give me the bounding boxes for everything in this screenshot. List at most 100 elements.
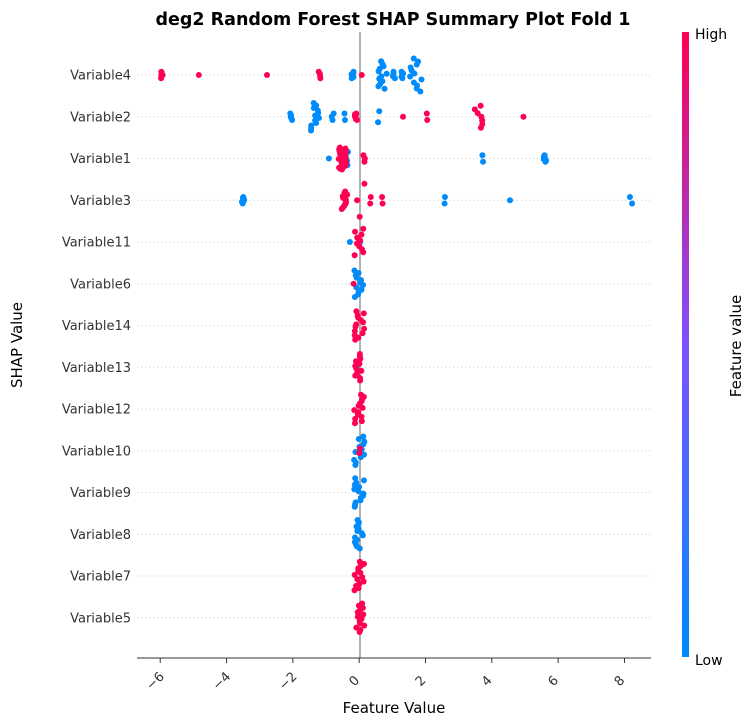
shap-point: [413, 61, 420, 68]
shap-point: [356, 213, 363, 220]
shap-point: [360, 249, 367, 256]
shap-point: [359, 330, 366, 337]
shap-point: [375, 119, 382, 126]
shap-point: [361, 158, 368, 165]
shap-point: [360, 310, 367, 317]
shap-point: [367, 193, 374, 200]
shap-point: [356, 545, 363, 552]
shap-point: [359, 532, 366, 539]
shap-point: [400, 113, 407, 120]
shap-point: [239, 200, 246, 207]
shap-point: [360, 433, 367, 440]
shap-point: [507, 197, 513, 204]
shap-point: [407, 73, 414, 80]
shap-point: [376, 108, 383, 115]
shap-point: [352, 336, 359, 343]
gridlines: [137, 74, 651, 619]
shap-point: [341, 110, 348, 117]
feature-label: Variable9: [70, 486, 131, 501]
shap-point: [352, 462, 359, 469]
shap-point: [480, 158, 487, 165]
shap-point: [358, 72, 365, 78]
shap-point: [338, 206, 345, 213]
shap-point: [357, 377, 364, 384]
chart-title: deg2 Random Forest SHAP Summary Plot Fol…: [155, 10, 630, 30]
feature-label: Variable6: [70, 277, 131, 292]
shap-point: [351, 420, 358, 427]
shap-point: [352, 228, 359, 235]
feature-label: Variable7: [70, 570, 131, 585]
shap-point: [381, 85, 388, 92]
y-axis-label: SHAP Value: [8, 302, 26, 388]
shap-point: [391, 75, 398, 82]
feature-label: Variable2: [70, 110, 131, 125]
shap-point: [418, 76, 425, 83]
shap-point: [379, 193, 386, 200]
shap-point: [355, 436, 362, 443]
shap-point: [195, 72, 202, 78]
shap-point: [329, 117, 336, 124]
shap-point: [352, 415, 359, 422]
colorbar: [682, 32, 689, 657]
shap-point: [352, 372, 359, 379]
shap-point: [351, 503, 358, 510]
shap-point: [346, 239, 353, 245]
shap-point: [325, 155, 332, 162]
shap-point: [351, 328, 358, 334]
shap-point: [354, 197, 361, 204]
feature-label: Variable11: [62, 236, 131, 251]
x-tick-label: −2: [276, 669, 300, 693]
x-tick-label: 8: [612, 673, 628, 689]
shap-point: [354, 527, 361, 534]
x-ticks: −6 −4 −2 0 2 4 6 8: [144, 658, 628, 694]
feature-label: Variable12: [62, 403, 131, 418]
shap-point: [441, 200, 448, 207]
shap-point: [410, 55, 417, 62]
shap-point: [351, 252, 358, 259]
shap-point: [360, 477, 367, 484]
shap-point: [423, 110, 430, 117]
shap-point: [158, 75, 165, 82]
shap-point: [411, 70, 418, 77]
feature-label: Variable13: [62, 361, 131, 376]
shap-point: [313, 120, 320, 126]
shap-point: [348, 75, 355, 82]
feature-labels: Variable4 Variable2 Variable1 Variable3 Vari…: [62, 69, 131, 627]
x-tick-label: 6: [545, 673, 561, 689]
feature-label: Variable10: [62, 444, 131, 459]
shap-point: [341, 117, 348, 124]
shap-point: [263, 72, 270, 78]
shap-point: [358, 413, 365, 420]
shap-point: [361, 180, 368, 187]
x-tick-label: 4: [479, 673, 495, 689]
shap-point: [353, 365, 360, 372]
shap-point: [417, 88, 424, 95]
shap-point: [361, 622, 368, 629]
feature-label: Variable14: [62, 319, 131, 334]
shap-point: [367, 200, 374, 207]
shap-point: [520, 113, 527, 120]
shap-point: [351, 587, 358, 594]
shap-point: [375, 68, 382, 75]
shap-point: [360, 225, 367, 232]
shap-point: [358, 418, 365, 425]
shap-point: [351, 293, 358, 300]
shap-point: [359, 404, 366, 411]
shap-point: [477, 102, 484, 109]
shap-point: [626, 193, 633, 200]
colorbar-low-label: Low: [695, 653, 723, 669]
shap-point: [383, 70, 390, 77]
points-layer: [158, 55, 636, 636]
shap-point: [358, 231, 365, 238]
shap-point: [289, 117, 296, 124]
shap-point: [441, 193, 448, 200]
shap-point: [353, 117, 360, 124]
shap-point: [356, 629, 363, 636]
colorbar-title: Feature value: [727, 295, 745, 397]
shap-point: [375, 83, 382, 90]
colorbar-high-label: High: [695, 27, 727, 43]
shap-point: [479, 152, 486, 159]
shap-point: [356, 449, 363, 456]
x-tick-label: −6: [144, 669, 168, 693]
